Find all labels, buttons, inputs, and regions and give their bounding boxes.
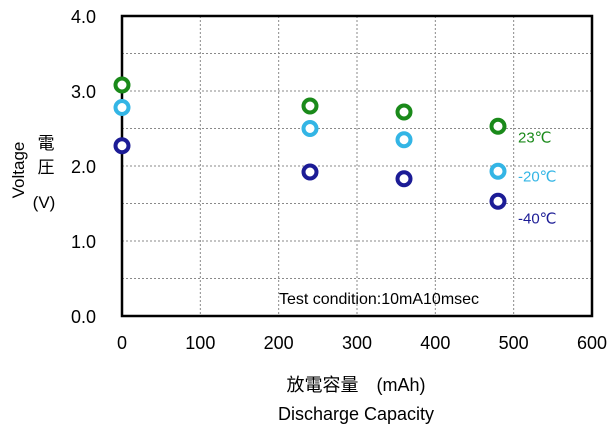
y-tick-label: 4.0 xyxy=(71,7,96,27)
legend-label-series-2: -40℃ xyxy=(518,210,557,227)
x-tick-label: 200 xyxy=(264,333,294,353)
y-tick-label: 3.0 xyxy=(71,82,96,102)
plot-frame xyxy=(120,14,594,318)
x-tick-label: 400 xyxy=(420,333,450,353)
y-axis-label-latin: Voltage xyxy=(9,142,28,199)
data-point-series-1 xyxy=(395,131,413,149)
x-axis-label-jp: 放電容量 (mAh) xyxy=(287,375,426,395)
data-point-series-0 xyxy=(395,103,413,121)
x-axis-ticks: 0 100 200 300 400 500 600 xyxy=(117,333,607,353)
legend-label-series-1: -20℃ xyxy=(518,168,557,185)
data-point-series-0 xyxy=(113,76,131,94)
annotation-test-condition: Test condition:10mA10msec xyxy=(279,291,479,308)
legend-label-series-0: 23℃ xyxy=(518,129,552,146)
y-axis-label-kanji-1: 電 xyxy=(38,134,55,153)
x-tick-label: 600 xyxy=(577,333,607,353)
data-points xyxy=(113,76,507,210)
y-tick-label: 2.0 xyxy=(71,157,96,177)
data-point-series-1 xyxy=(301,120,319,137)
y-axis-label-unit: (V) xyxy=(33,193,56,212)
data-point-series-0 xyxy=(301,97,319,115)
x-tick-label: 500 xyxy=(499,333,529,353)
x-axis-label-en: Discharge Capacity xyxy=(278,404,434,424)
data-point-series-0 xyxy=(489,117,507,135)
x-tick-label: 300 xyxy=(342,333,372,353)
data-point-series-2 xyxy=(113,137,131,155)
data-point-series-2 xyxy=(301,163,319,181)
data-point-series-2 xyxy=(489,192,507,210)
grid xyxy=(122,16,592,316)
y-axis-ticks: 0.0 1.0 2.0 3.0 4.0 xyxy=(71,7,96,327)
y-axis-label-kanji-2: 圧 xyxy=(38,158,55,177)
y-tick-label: 1.0 xyxy=(71,232,96,252)
data-point-series-1 xyxy=(113,99,131,116)
data-point-series-2 xyxy=(395,170,413,188)
x-tick-label: 100 xyxy=(185,333,215,353)
x-tick-label: 0 xyxy=(117,333,127,353)
data-point-series-1 xyxy=(489,162,507,180)
legend: 23℃ -20℃ -40℃ xyxy=(518,129,557,227)
y-tick-label: 0.0 xyxy=(71,307,96,327)
